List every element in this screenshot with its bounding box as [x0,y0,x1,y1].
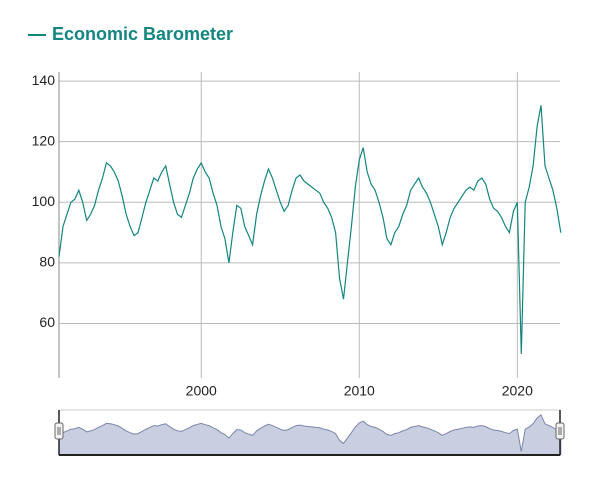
series-line [58,105,562,354]
navigator-handle[interactable] [54,422,64,440]
x-tick-label: 2000 [186,383,217,399]
navigator-area [58,414,562,456]
y-tick-label: 60 [39,314,55,330]
y-tick-label: 100 [32,193,56,209]
x-tick-label: 2020 [502,383,533,399]
x-tick-label: 2010 [344,383,375,399]
legend-label[interactable]: Economic Barometer [52,24,233,44]
navigator-handle[interactable] [555,422,565,440]
y-tick-label: 120 [32,132,56,148]
y-tick-label: 80 [39,254,55,270]
y-tick-label: 140 [32,72,56,88]
